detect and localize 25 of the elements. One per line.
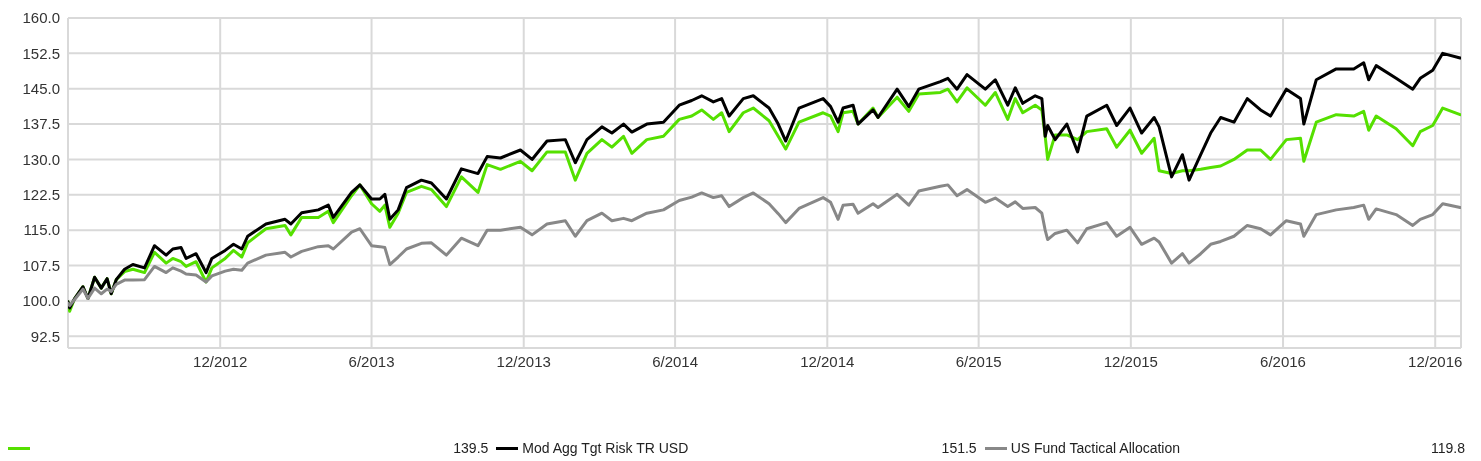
x-tick-label: 12/2015 <box>1103 352 1158 370</box>
text: 151.5 <box>941 440 977 456</box>
x-tick-label: 6/2016 <box>1260 352 1306 370</box>
y-tick-label: 122.5 <box>22 186 60 204</box>
x-tick-label: 12/2014 <box>800 352 855 370</box>
y-tick-label: 145.0 <box>22 80 60 98</box>
y-tick-label: 107.5 <box>22 256 60 274</box>
legend-label: Mod Agg Tgt Risk TR USD <box>522 440 690 456</box>
y-tick-label: 160.0 <box>22 9 60 27</box>
y-tick-label: 152.5 <box>22 44 60 62</box>
y-tick-label: 92.5 <box>30 327 60 345</box>
x-tick-label: 6/2013 <box>348 352 395 370</box>
y-tick-label: 130.0 <box>22 150 60 168</box>
x-tick-label: 12/2016 <box>1408 352 1463 370</box>
legend-label: US Fund Tactical Allocation <box>1010 440 1182 456</box>
x-tick-label: 6/2015 <box>955 352 1002 370</box>
text: 119.8 <box>1430 440 1465 456</box>
y-tick-label: 137.5 <box>22 115 60 133</box>
y-tick-label: 115.0 <box>23 221 60 239</box>
line-series <box>68 183 1461 308</box>
text: 139.5 <box>453 440 489 456</box>
x-tick-label: 12/2013 <box>496 352 551 370</box>
x-tick-label: 12/2012 <box>193 352 248 370</box>
x-tick-label: 6/2014 <box>652 352 699 370</box>
y-tick-label: 100.0 <box>22 292 60 310</box>
